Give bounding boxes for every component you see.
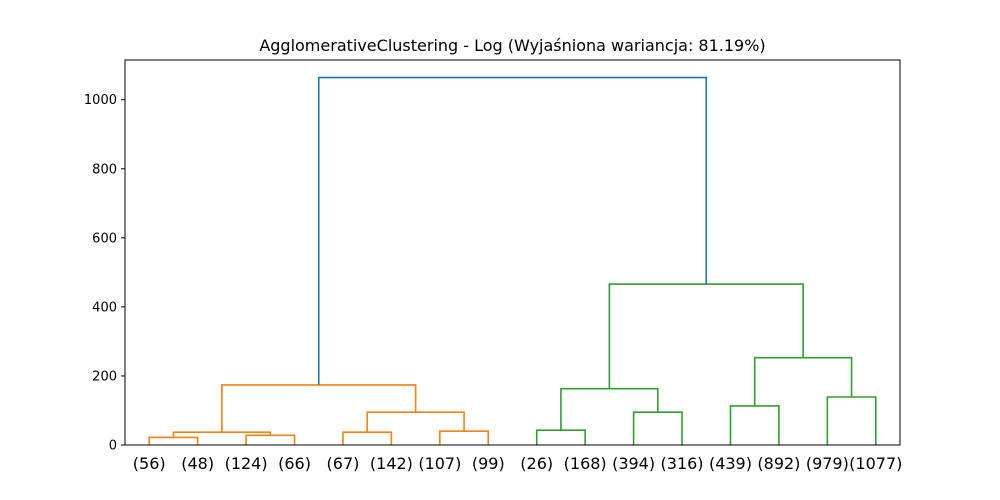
leaf-label: (48)	[181, 454, 214, 473]
dendrogram-link-6	[221, 384, 417, 433]
dendrogram-link-1	[245, 434, 296, 445]
y-axis: 0 200 400 600 800 1000	[84, 93, 125, 454]
y-tick-label: 1000	[84, 93, 117, 108]
dendrogram-link-10	[729, 405, 780, 445]
leaf-label: (99)	[472, 454, 505, 473]
leaf-label: (1077)	[849, 454, 902, 473]
leaf-label: (168)	[564, 454, 607, 473]
dendrogram-link-7	[535, 429, 586, 445]
dendrogram-link-13	[608, 283, 804, 389]
y-tick-label: 0	[109, 439, 117, 454]
dendrogram-link-11	[826, 396, 877, 445]
dendrogram-link-4	[439, 430, 490, 445]
x-axis: (56) (48) (124) (66) (67) (142) (107) (99) (26) (…	[133, 454, 903, 473]
chart-title: AgglomerativeClustering - Log (Wyjaśnion…	[259, 36, 765, 55]
leaf-label: (316)	[661, 454, 704, 473]
leaf-label: (892)	[757, 454, 800, 473]
leaf-label: (979)	[806, 454, 849, 473]
leaf-label: (107)	[418, 454, 461, 473]
leaf-label: (66)	[278, 454, 311, 473]
leaf-label: (67)	[327, 454, 360, 473]
dendrogram-link-8	[632, 411, 683, 445]
y-tick-label: 600	[92, 231, 117, 246]
plot-frame	[124, 59, 901, 446]
leaf-label: (26)	[520, 454, 553, 473]
leaf-label: (142)	[370, 454, 413, 473]
dendrogram-link-14	[317, 76, 708, 385]
dendrogram-link-5	[366, 411, 465, 433]
dendrogram-link-12	[753, 356, 853, 406]
y-tick-label: 200	[92, 369, 117, 384]
dendrogram-links	[148, 76, 877, 445]
leaf-label: (56)	[133, 454, 166, 473]
y-tick-label: 400	[92, 300, 117, 315]
dendrogram-link-3	[342, 431, 393, 445]
y-tick-label: 800	[92, 162, 117, 177]
dendrogram-link-9	[560, 387, 659, 431]
leaf-label: (394)	[612, 454, 655, 473]
leaf-label: (124)	[225, 454, 268, 473]
dendrogram-link-0	[148, 436, 199, 445]
leaf-label: (439)	[709, 454, 752, 473]
